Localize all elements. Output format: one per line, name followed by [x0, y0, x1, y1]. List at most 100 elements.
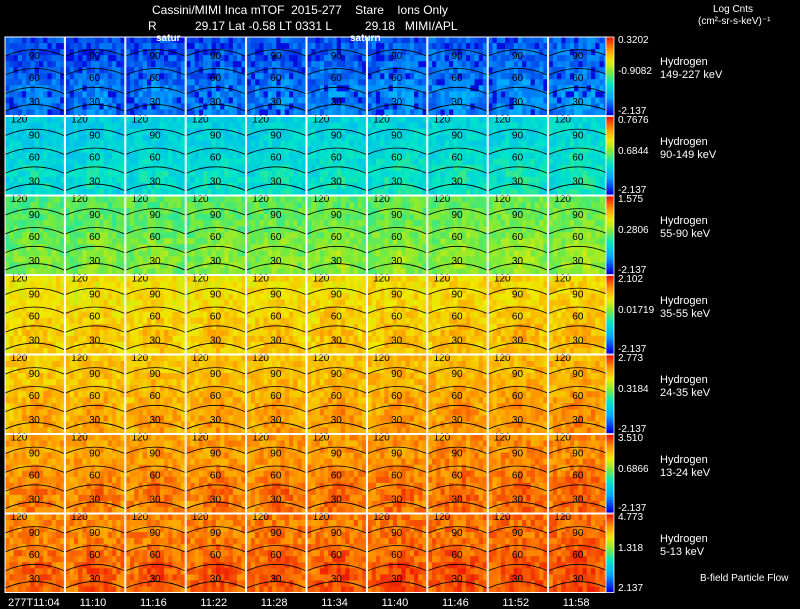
pitch-label: 60: [29, 471, 41, 482]
pitch-label: 90: [89, 449, 101, 460]
position-line: 29.17 Lat -0.58 LT 0331 L 29.18 MIMI/APL: [195, 19, 458, 33]
pitch-label: 120: [434, 353, 451, 364]
pitch-label: 30: [512, 97, 524, 108]
pitch-label: 90: [270, 51, 282, 62]
pitch-label: 60: [512, 153, 524, 164]
color-scale-2: [605, 195, 615, 275]
scale-min-label: -2.137: [618, 503, 647, 514]
pitch-label: 60: [29, 153, 41, 164]
pitch-label: 30: [89, 97, 101, 108]
pitch-label: 120: [434, 512, 451, 523]
pitch-label: 60: [572, 471, 584, 482]
pitch-label: 90: [270, 528, 282, 539]
scale-max-label: 2.773: [618, 353, 644, 364]
pitch-label: 120: [192, 512, 209, 523]
pitch-label: 120: [192, 274, 209, 285]
pitch-label: 30: [270, 495, 282, 506]
pitch-label: 90: [391, 131, 403, 142]
pitch-label: 30: [391, 336, 403, 347]
panel-r0-c9: 90 60 30: [548, 36, 609, 116]
color-scale-0: [605, 36, 615, 116]
pitch-label: 60: [270, 232, 282, 243]
panel-r0-c4: 90 60 30: [246, 36, 307, 116]
pitch-label: 60: [150, 312, 162, 323]
pitch-label: 60: [210, 153, 222, 164]
pitch-label: 30: [150, 415, 162, 426]
pitch-label: 120: [494, 433, 511, 444]
pitch-label: 30: [89, 495, 101, 506]
pitch-label: 30: [452, 97, 464, 108]
time-tick-label: 277T11:04: [8, 597, 60, 609]
pitch-label: 30: [150, 256, 162, 267]
pitch-label: 30: [572, 177, 584, 188]
pitch-label: 30: [150, 495, 162, 506]
pitch-label: 90: [452, 131, 464, 142]
pitch-label: 120: [192, 433, 209, 444]
pitch-label: 30: [89, 574, 101, 585]
pitch-label: 60: [270, 471, 282, 482]
scale-min-label: -2.137: [618, 423, 647, 435]
color-scale-4: [605, 354, 615, 434]
pitch-label: 30: [572, 97, 584, 108]
pitch-label: 120: [434, 194, 451, 205]
pitch-label: 90: [270, 290, 282, 301]
pitch-label: 90: [210, 369, 222, 380]
pitch-label: 90: [150, 290, 162, 301]
pitch-label: 30: [452, 256, 464, 267]
saturn-label-2: saturn: [350, 33, 381, 44]
pitch-label: 90: [331, 51, 343, 62]
pitch-label: 60: [270, 391, 282, 402]
scale-max-label: 1.575: [618, 194, 644, 205]
pitch-label: 60: [89, 153, 101, 164]
pitch-label: 120: [71, 512, 88, 523]
pitch-label: 30: [89, 415, 101, 426]
pitch-label: 90: [150, 449, 162, 460]
pitch-label: 120: [71, 274, 88, 285]
pitch-label: 120: [554, 433, 571, 444]
pitch-label: 30: [29, 495, 41, 506]
pitch-label: 30: [331, 97, 343, 108]
pitch-label: 120: [252, 115, 269, 126]
pitch-label: 120: [132, 433, 149, 444]
pitch-label: 120: [313, 274, 330, 285]
pitch-label: 90: [150, 131, 162, 142]
pitch-label: 30: [89, 256, 101, 267]
pitch-label: 30: [29, 574, 41, 585]
pitch-label: 60: [572, 73, 584, 84]
scale-max-label: 0.3202: [618, 35, 649, 46]
panel-r0-c5: 90 60 30: [306, 36, 367, 116]
saturn-label-1: satur: [156, 33, 181, 44]
panel-r0-c7: 90 60 30: [427, 36, 488, 116]
scale-mid-label: 1.318: [618, 543, 644, 555]
pitch-label: 90: [29, 290, 41, 301]
pitch-label: 60: [29, 391, 41, 402]
row-species-label: Hydrogen 24-35 keV: [660, 374, 711, 400]
panel-r0-c1: 90 60 30: [64, 36, 126, 116]
pitch-label: 30: [512, 415, 524, 426]
pitch-label: 90: [29, 528, 41, 539]
pitch-label: 90: [572, 51, 584, 62]
panel-r0-c6: 90 60 30: [366, 36, 428, 116]
pitch-label: 90: [210, 290, 222, 301]
pitch-label: 90: [512, 210, 524, 221]
pitch-label: 60: [270, 73, 282, 84]
pitch-label: 60: [150, 471, 162, 482]
pitch-label: 90: [572, 369, 584, 380]
time-tick-label: 11:10: [79, 597, 107, 609]
pitch-label: 30: [572, 495, 584, 506]
pitch-label: 60: [452, 312, 464, 323]
pitch-label: 30: [270, 336, 282, 347]
pitch-label: 60: [512, 550, 524, 561]
